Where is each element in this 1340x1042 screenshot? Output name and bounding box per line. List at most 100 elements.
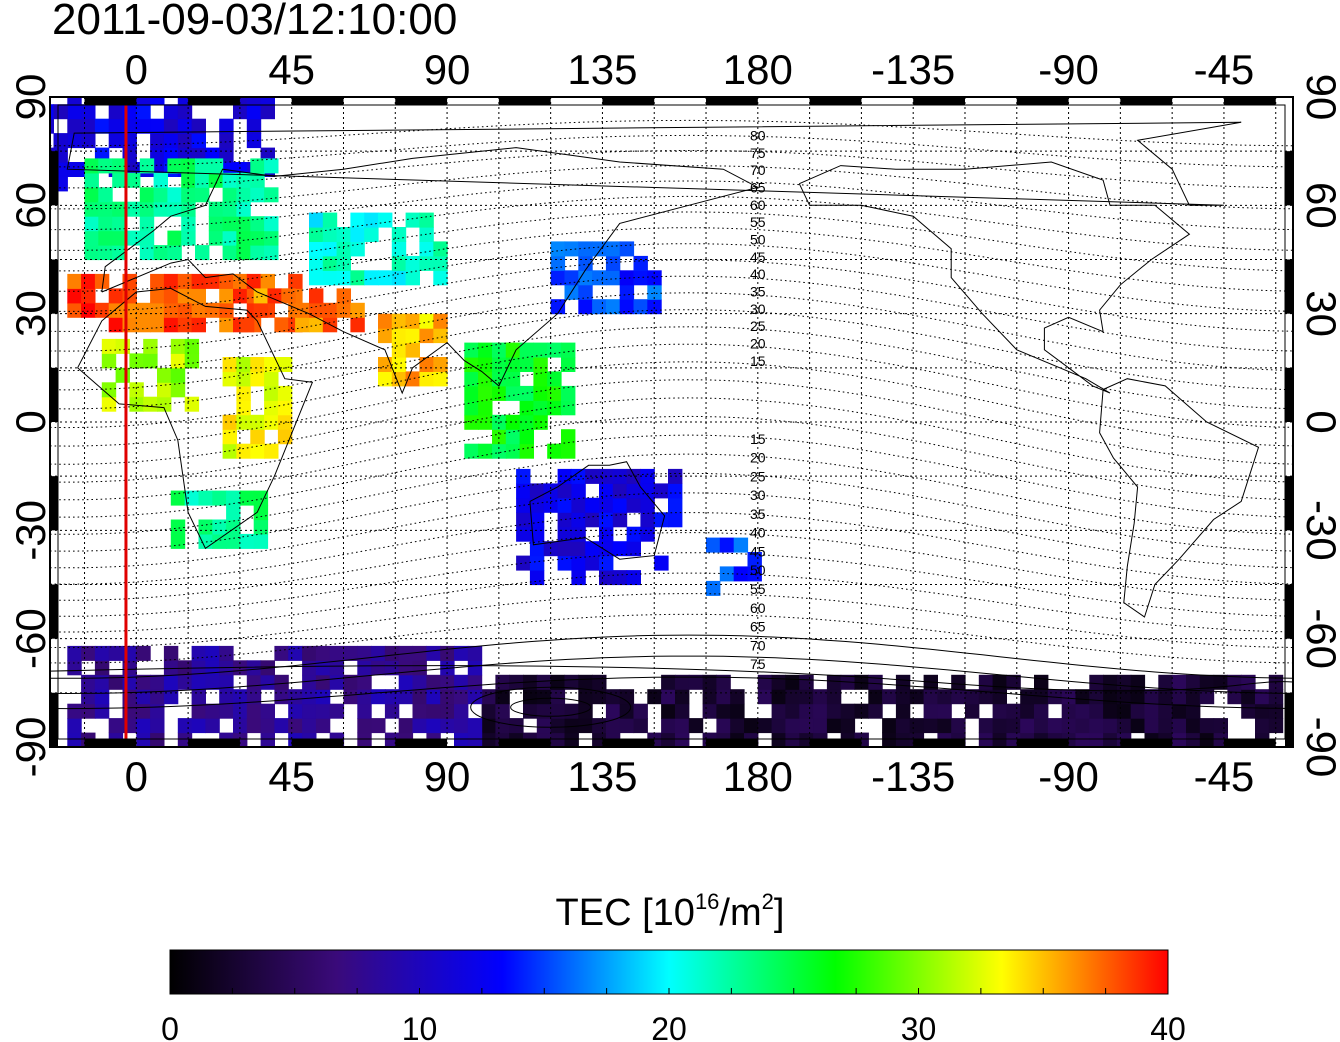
x-tick-label-top: 180 — [723, 46, 793, 93]
tec-cell — [136, 97, 151, 105]
frame-bar — [1016, 739, 1069, 747]
tec-cell — [1158, 703, 1173, 719]
tec-cell — [336, 302, 351, 318]
tec-cell — [288, 689, 303, 705]
y-tick-label-right: 60 — [1298, 182, 1340, 229]
tec-cell — [0, 148, 13, 163]
tec-cell — [675, 718, 690, 734]
tec-cell — [592, 299, 607, 315]
frame-bar — [395, 97, 448, 105]
x-tick-label-top: 90 — [424, 46, 471, 93]
tec-cell — [136, 104, 151, 120]
tec-cell — [529, 570, 545, 586]
tec-cell — [605, 718, 621, 734]
tec-cell — [378, 270, 393, 286]
tec-cell — [1186, 703, 1201, 719]
frame-bar — [1120, 739, 1173, 747]
tec-cell — [561, 443, 576, 459]
tec-cell — [826, 674, 842, 690]
tec-cell — [253, 505, 269, 521]
tec-cell — [195, 187, 210, 203]
tec-cell — [505, 371, 521, 387]
contour-line — [50, 434, 1293, 518]
tec-cell — [336, 288, 351, 304]
tec-cell — [101, 382, 117, 398]
contour-label: 30 — [750, 487, 766, 503]
tec-cell — [329, 674, 345, 690]
tec-cell — [516, 468, 531, 484]
tec-cell — [799, 689, 814, 705]
tec-cell — [260, 273, 275, 289]
tec-cell — [1186, 718, 1201, 734]
tec-cell — [236, 230, 251, 246]
frame-bar — [706, 97, 758, 105]
contour-line — [50, 309, 1293, 391]
tec-cell — [378, 371, 393, 387]
tec-cell — [578, 241, 593, 257]
tec-cell — [757, 689, 773, 705]
tec-cell — [274, 674, 289, 690]
tec-cell — [364, 212, 379, 228]
tec-cell — [384, 660, 400, 676]
tec-cell — [578, 270, 593, 286]
tec-cell — [1089, 718, 1104, 734]
tec-cell — [250, 443, 265, 459]
tec-cell — [799, 674, 814, 690]
tec-cell — [219, 674, 234, 690]
tec-cell — [357, 660, 372, 676]
tec-cell — [516, 512, 531, 528]
tec-cell — [419, 227, 434, 242]
tec-cell — [67, 273, 82, 289]
tec-cell — [813, 689, 828, 705]
tec-cell — [81, 273, 96, 289]
tec-cell — [167, 201, 182, 217]
tec-cell — [467, 645, 483, 661]
contour-line — [50, 572, 1293, 633]
tec-cell — [799, 718, 814, 734]
contour-line — [50, 134, 1293, 168]
tec-cell — [426, 674, 441, 690]
tec-cell — [433, 313, 448, 329]
tec-cell — [978, 689, 994, 705]
tec-cell — [81, 118, 96, 134]
tec-cell — [302, 674, 317, 690]
tec-cell — [2, 483, 16, 498]
tec-cell — [454, 703, 469, 719]
tec-cell — [1144, 718, 1159, 734]
tec-cell — [2, 469, 16, 484]
tec-cell — [108, 288, 124, 304]
tec-cell — [126, 230, 141, 246]
tec-cell — [529, 555, 545, 571]
tec-cell — [951, 674, 966, 690]
tec-cell — [1075, 703, 1090, 719]
contour-label: 60 — [750, 197, 766, 213]
tec-cell — [322, 212, 338, 228]
tec-cell — [419, 371, 434, 387]
tec-cell — [378, 212, 393, 228]
tec-cell — [246, 97, 262, 105]
tec-cell — [605, 270, 621, 286]
tec-cell — [1268, 689, 1284, 705]
tec-cell — [419, 212, 434, 228]
tec-cell — [1103, 718, 1118, 734]
tec-cell — [605, 241, 621, 257]
tec-cell — [785, 732, 800, 747]
tec-cell — [1199, 732, 1215, 747]
contour-label: 50 — [750, 562, 766, 578]
tec-cell — [668, 483, 683, 499]
tec-cell — [550, 299, 566, 315]
tec-cell — [454, 689, 469, 705]
tec-cell — [264, 187, 279, 203]
tec-cell — [516, 497, 531, 513]
tec-cell — [378, 328, 393, 344]
contour-label: 50 — [750, 231, 766, 247]
tec-cell — [343, 674, 358, 690]
tec-cell — [150, 133, 165, 149]
tec-cell — [309, 302, 324, 318]
tec-cell — [94, 660, 110, 676]
y-tick-label-left: 0 — [7, 410, 54, 433]
tec-cell — [533, 357, 548, 372]
coastlines — [66, 121, 1260, 618]
tec-cell — [236, 216, 251, 232]
